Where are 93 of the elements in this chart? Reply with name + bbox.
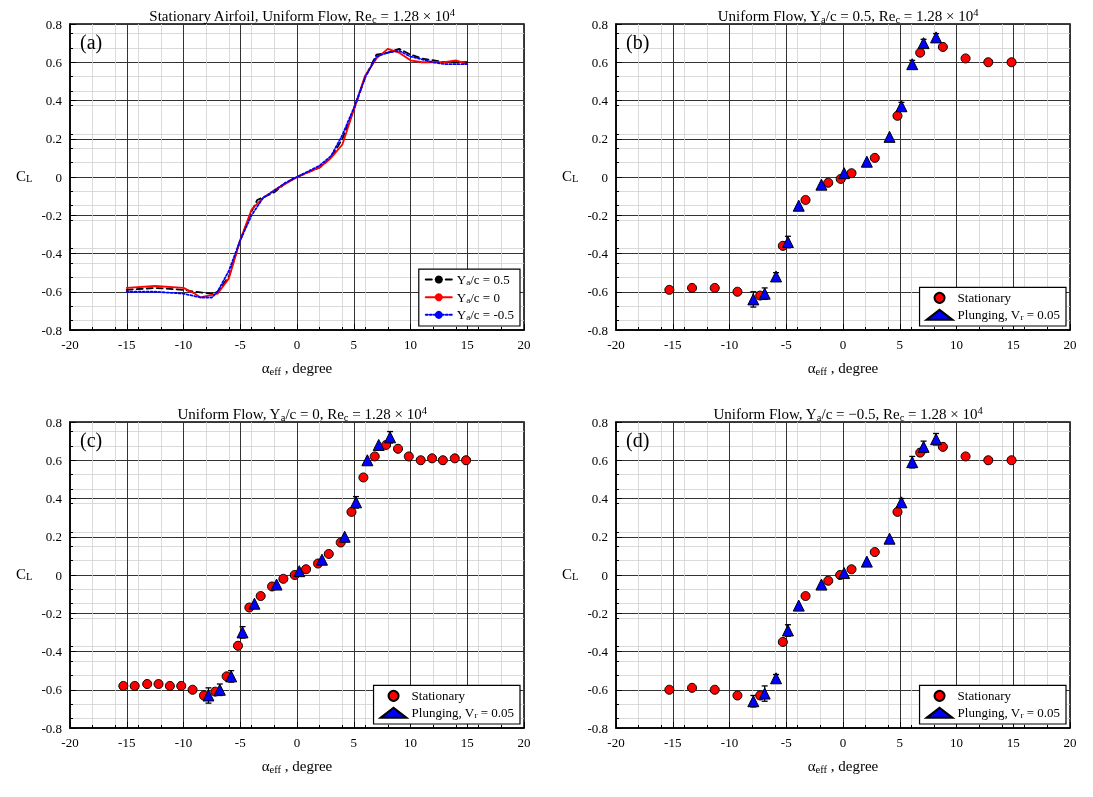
x-tick-label: -10 bbox=[174, 337, 193, 352]
y-tick-label: -0.6 bbox=[41, 284, 63, 300]
y-axis-title: CL bbox=[16, 565, 33, 582]
x-tick-label: -20 bbox=[61, 337, 79, 352]
legend-label: Plunging, Vr = 0.05 bbox=[411, 705, 515, 721]
y-tick-label: -0.6 bbox=[41, 682, 63, 698]
x-axis-title: αeff , degree bbox=[261, 360, 333, 377]
y-tick-label: -0.2 bbox=[587, 605, 608, 621]
x-tick-label: 0 bbox=[293, 337, 301, 352]
y-tick-label: 0.6 bbox=[45, 54, 63, 70]
legend-label: Ya/c = 0.5 bbox=[456, 272, 510, 288]
x-axis-title: αeff , degree bbox=[807, 758, 879, 775]
x-tick-label: -15 bbox=[118, 337, 136, 352]
y-tick-label: -0.8 bbox=[587, 720, 608, 736]
y-tick-label: -0.4 bbox=[587, 644, 609, 659]
legend-label: Stationary bbox=[411, 688, 466, 704]
legend-label: Plunging, Vr = 0.05 bbox=[957, 705, 1061, 721]
y-tick-label: 0 bbox=[601, 567, 608, 583]
x-tick-label: 15 bbox=[1006, 735, 1020, 750]
y-tick-label: 0.8 bbox=[45, 414, 62, 430]
y-tick-label: -0.8 bbox=[587, 322, 608, 338]
y-tick-label: 0.4 bbox=[45, 93, 63, 108]
x-tick-label: -5 bbox=[780, 735, 792, 750]
legend-label: Ya/c = -0.5 bbox=[456, 307, 514, 323]
legend-label: Plunging, Vr = 0.05 bbox=[957, 307, 1061, 323]
y-tick-label: -0.6 bbox=[587, 284, 609, 300]
y-tick-label: -0.4 bbox=[587, 246, 609, 261]
y-tick-label: 0.6 bbox=[45, 452, 63, 468]
y-tick-label: -0.4 bbox=[41, 644, 63, 659]
y-tick-label: 0.6 bbox=[591, 452, 609, 468]
x-tick-label: 15 bbox=[460, 735, 474, 750]
y-tick-label: 0.4 bbox=[591, 93, 609, 108]
y-axis-title: CL bbox=[562, 565, 579, 582]
y-tick-label: -0.2 bbox=[41, 207, 62, 223]
y-tick-label: 0 bbox=[55, 169, 62, 185]
y-tick-label: 0.2 bbox=[45, 131, 62, 147]
legend-label: Stationary bbox=[957, 290, 1012, 306]
y-tick-label: 0 bbox=[55, 567, 62, 583]
x-tick-label: -20 bbox=[61, 735, 79, 750]
legend-label: Stationary bbox=[957, 688, 1012, 704]
y-tick-label: 0.4 bbox=[45, 491, 63, 506]
annotation: (b) bbox=[626, 31, 650, 54]
x-tick-label: 10 bbox=[950, 735, 963, 750]
x-tick-label: -10 bbox=[174, 735, 193, 750]
legend-label: Ya/c = 0 bbox=[456, 289, 500, 305]
x-tick-label: 5 bbox=[350, 735, 357, 750]
y-tick-label: 0 bbox=[601, 169, 608, 185]
x-tick-label: 5 bbox=[896, 735, 903, 750]
x-tick-label: -5 bbox=[234, 735, 246, 750]
x-tick-label: 15 bbox=[460, 337, 474, 352]
y-tick-label: -0.2 bbox=[41, 605, 62, 621]
y-axis-title: CL bbox=[562, 167, 579, 184]
x-tick-label: -15 bbox=[118, 735, 136, 750]
x-tick-label: -5 bbox=[780, 337, 792, 352]
x-tick-label: 0 bbox=[293, 735, 301, 750]
x-tick-label: 0 bbox=[839, 337, 847, 352]
y-tick-label: -0.2 bbox=[587, 207, 608, 223]
x-tick-label: 5 bbox=[350, 337, 357, 352]
y-tick-label: 0.8 bbox=[591, 414, 608, 430]
x-tick-label: 20 bbox=[517, 337, 531, 352]
x-tick-label: -10 bbox=[720, 337, 739, 352]
x-tick-label: 0 bbox=[839, 735, 847, 750]
x-axis-title: αeff , degree bbox=[807, 360, 879, 377]
x-tick-label: -15 bbox=[664, 735, 682, 750]
x-tick-label: 5 bbox=[896, 337, 903, 352]
y-tick-label: 0.2 bbox=[591, 529, 608, 545]
x-tick-label: 10 bbox=[950, 337, 963, 352]
x-tick-label: 20 bbox=[1063, 735, 1077, 750]
x-tick-label: 20 bbox=[1063, 337, 1077, 352]
x-tick-label: 10 bbox=[404, 735, 417, 750]
y-tick-label: -0.6 bbox=[587, 682, 609, 698]
x-tick-label: -20 bbox=[607, 337, 625, 352]
x-tick-label: -5 bbox=[234, 337, 246, 352]
y-axis-title: CL bbox=[16, 167, 33, 184]
y-tick-label: -0.4 bbox=[41, 246, 63, 261]
annotation: (a) bbox=[80, 31, 103, 54]
y-tick-label: 0.4 bbox=[591, 491, 609, 506]
y-tick-label: -0.8 bbox=[41, 322, 62, 338]
y-tick-label: -0.8 bbox=[41, 720, 62, 736]
y-tick-label: 0.2 bbox=[45, 529, 62, 545]
x-tick-label: -10 bbox=[720, 735, 739, 750]
y-tick-label: 0.8 bbox=[45, 16, 62, 32]
annotation: (c) bbox=[80, 429, 103, 452]
y-tick-label: 0.2 bbox=[591, 131, 608, 147]
x-tick-label: -20 bbox=[607, 735, 625, 750]
x-tick-label: 15 bbox=[1006, 337, 1020, 352]
x-tick-label: 20 bbox=[517, 735, 531, 750]
y-tick-label: 0.8 bbox=[591, 16, 608, 32]
x-tick-label: 10 bbox=[404, 337, 417, 352]
x-axis-title: αeff , degree bbox=[261, 758, 333, 775]
x-tick-label: -15 bbox=[664, 337, 682, 352]
y-tick-label: 0.6 bbox=[591, 54, 609, 70]
annotation: (d) bbox=[626, 429, 650, 452]
